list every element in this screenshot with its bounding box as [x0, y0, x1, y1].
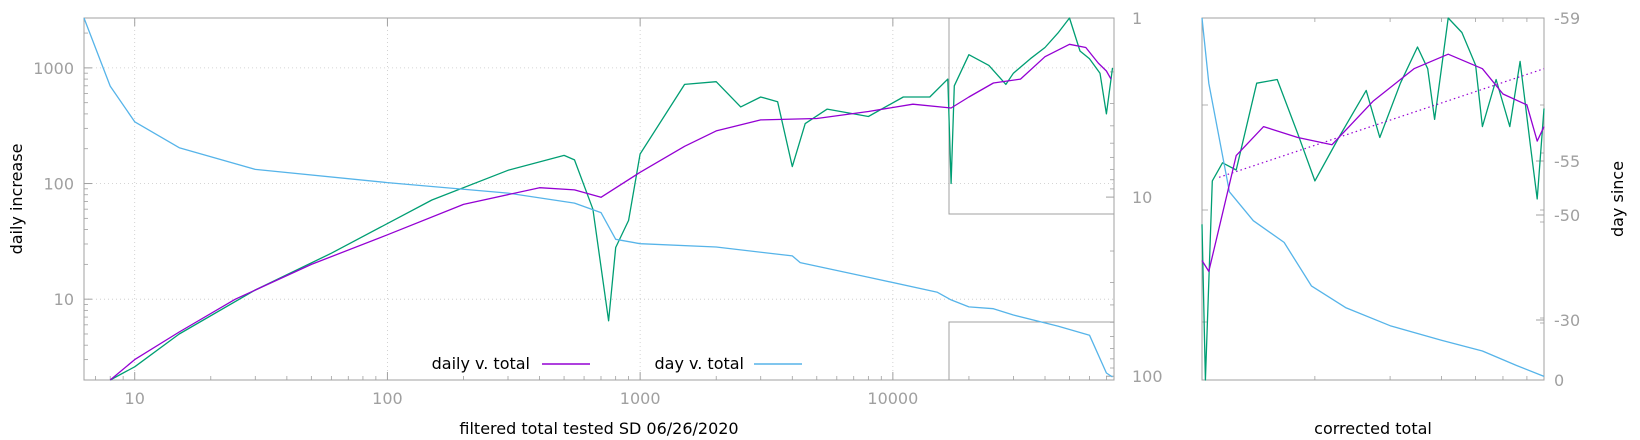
side-x-axis-label: corrected total — [1314, 419, 1432, 438]
side-y2-tick-label: 0 — [1554, 371, 1564, 390]
side-y2-tick-label: -55 — [1554, 152, 1580, 171]
y2-tick-label: 1 — [1132, 9, 1142, 28]
inset-box-lower — [948, 321, 1114, 380]
legend: daily v. total day v. total — [432, 354, 802, 373]
side-series-day-since — [1201, 17, 1545, 378]
side-plot-frame — [1201, 17, 1545, 381]
x-tick-label: 1000 — [620, 389, 661, 408]
main-plot-frame — [83, 17, 1115, 381]
y-tick-label: 10 — [54, 290, 74, 309]
main-plot-ticks: 10 100 1000 10000 10 100 1000 1 10 100 — [33, 9, 1162, 408]
side-y-axis-label: day since — [1608, 161, 1627, 237]
legend-label-day: day v. total — [655, 354, 745, 373]
series-daily-smoothed — [109, 43, 1112, 381]
side-plot-ticks: -59 -55 -50 -30 0 — [1202, 9, 1580, 390]
x-tick-label: 10 — [125, 389, 145, 408]
side-y2-tick-label: -50 — [1554, 206, 1580, 225]
side-y2-tick-label: -30 — [1554, 311, 1580, 330]
side-series-raw — [1201, 17, 1545, 381]
main-x-axis-label: filtered total tested SD 06/26/2020 — [459, 419, 738, 438]
y2-tick-label: 10 — [1132, 188, 1152, 207]
side-series-trend — [1218, 68, 1545, 178]
series-daily-raw — [109, 17, 1114, 381]
series-day-since — [83, 17, 1113, 378]
side-series-smoothed — [1201, 53, 1545, 273]
legend-label-daily: daily v. total — [432, 354, 530, 373]
side-y2-tick-label: -59 — [1554, 9, 1580, 28]
inset-box-upper — [948, 18, 1114, 215]
x-tick-label: 100 — [372, 389, 403, 408]
main-plot-series — [83, 17, 1114, 381]
side-plot-series — [1201, 17, 1545, 381]
main-plot-grid — [84, 18, 1114, 380]
x-tick-label: 10000 — [867, 389, 918, 408]
y-tick-label: 1000 — [33, 59, 74, 78]
y2-tick-label: 100 — [1132, 367, 1163, 386]
main-y-axis-label: daily increase — [7, 144, 26, 255]
y-tick-label: 100 — [43, 175, 74, 194]
